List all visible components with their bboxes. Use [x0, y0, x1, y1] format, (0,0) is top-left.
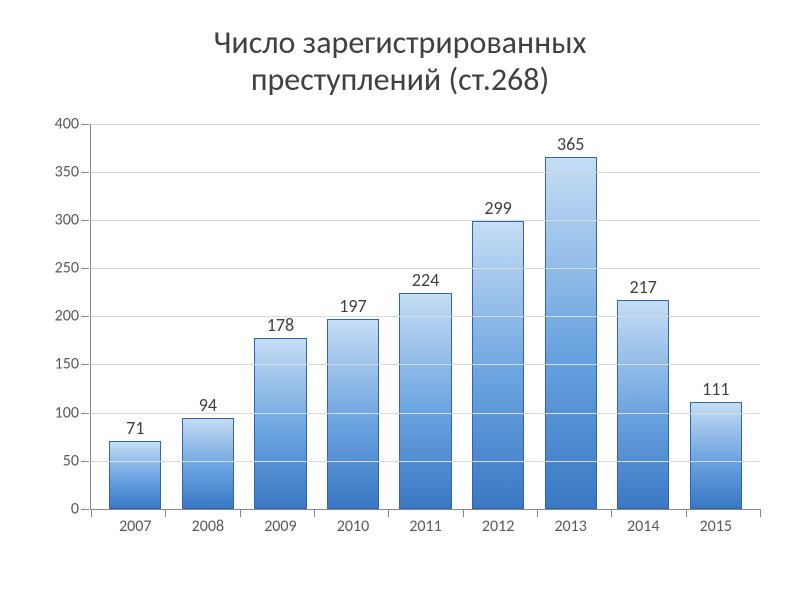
x-tick — [463, 509, 464, 517]
bar-value-label: 111 — [702, 378, 729, 400]
x-tick — [686, 509, 687, 517]
x-axis-label: 2007 — [119, 509, 151, 536]
x-axis-label: 2015 — [700, 509, 732, 536]
y-axis-label: 400 — [55, 114, 91, 133]
grid-line — [91, 124, 760, 125]
bar — [617, 300, 669, 509]
y-axis-label: 250 — [55, 259, 91, 278]
grid-line — [91, 364, 760, 365]
y-axis-label: 0 — [71, 500, 91, 519]
bar-value-label: 71 — [126, 417, 144, 439]
x-tick — [388, 509, 389, 517]
grid-line — [91, 316, 760, 317]
chart-area: 7120079420081782009197201022420112992012… — [40, 124, 760, 540]
bar — [399, 293, 451, 509]
y-axis-label: 200 — [55, 307, 91, 326]
plot-area: 7120079420081782009197201022420112992012… — [90, 124, 760, 510]
y-axis-label: 350 — [55, 162, 91, 181]
bar — [690, 402, 742, 509]
x-tick — [165, 509, 166, 517]
y-axis-label: 100 — [55, 403, 91, 422]
bar-value-label: 197 — [339, 295, 366, 317]
bar — [545, 157, 597, 509]
x-tick — [760, 509, 761, 517]
chart-title: Число зарегистрированных преступлений (с… — [40, 25, 760, 99]
x-axis-label: 2011 — [409, 509, 441, 536]
bar — [327, 319, 379, 509]
x-tick — [314, 509, 315, 517]
bar-value-label: 365 — [557, 133, 584, 155]
x-axis-label: 2014 — [627, 509, 659, 536]
bar — [182, 418, 234, 509]
grid-line — [91, 461, 760, 462]
grid-line — [91, 172, 760, 173]
bar-value-label: 217 — [630, 276, 657, 298]
x-axis-label: 2012 — [482, 509, 514, 536]
x-tick — [537, 509, 538, 517]
x-axis-label: 2010 — [337, 509, 369, 536]
grid-line — [91, 220, 760, 221]
title-line-1: Число зарегистрированных — [214, 23, 587, 62]
title-line-2: преступлений (ст.268) — [251, 60, 549, 99]
grid-line — [91, 413, 760, 414]
y-axis-label: 150 — [55, 355, 91, 374]
grid-line — [91, 268, 760, 269]
slide: Число зарегистрированных преступлений (с… — [0, 0, 800, 600]
x-axis-label: 2013 — [554, 509, 586, 536]
bar-value-label: 299 — [484, 197, 511, 219]
y-axis-label: 300 — [55, 210, 91, 229]
x-axis-label: 2008 — [192, 509, 224, 536]
x-tick — [91, 509, 92, 517]
bar — [109, 441, 161, 509]
bar-value-label: 224 — [412, 269, 439, 291]
x-tick — [240, 509, 241, 517]
y-axis-label: 50 — [63, 451, 91, 470]
bar — [254, 338, 306, 510]
x-axis-label: 2009 — [264, 509, 296, 536]
x-tick — [611, 509, 612, 517]
